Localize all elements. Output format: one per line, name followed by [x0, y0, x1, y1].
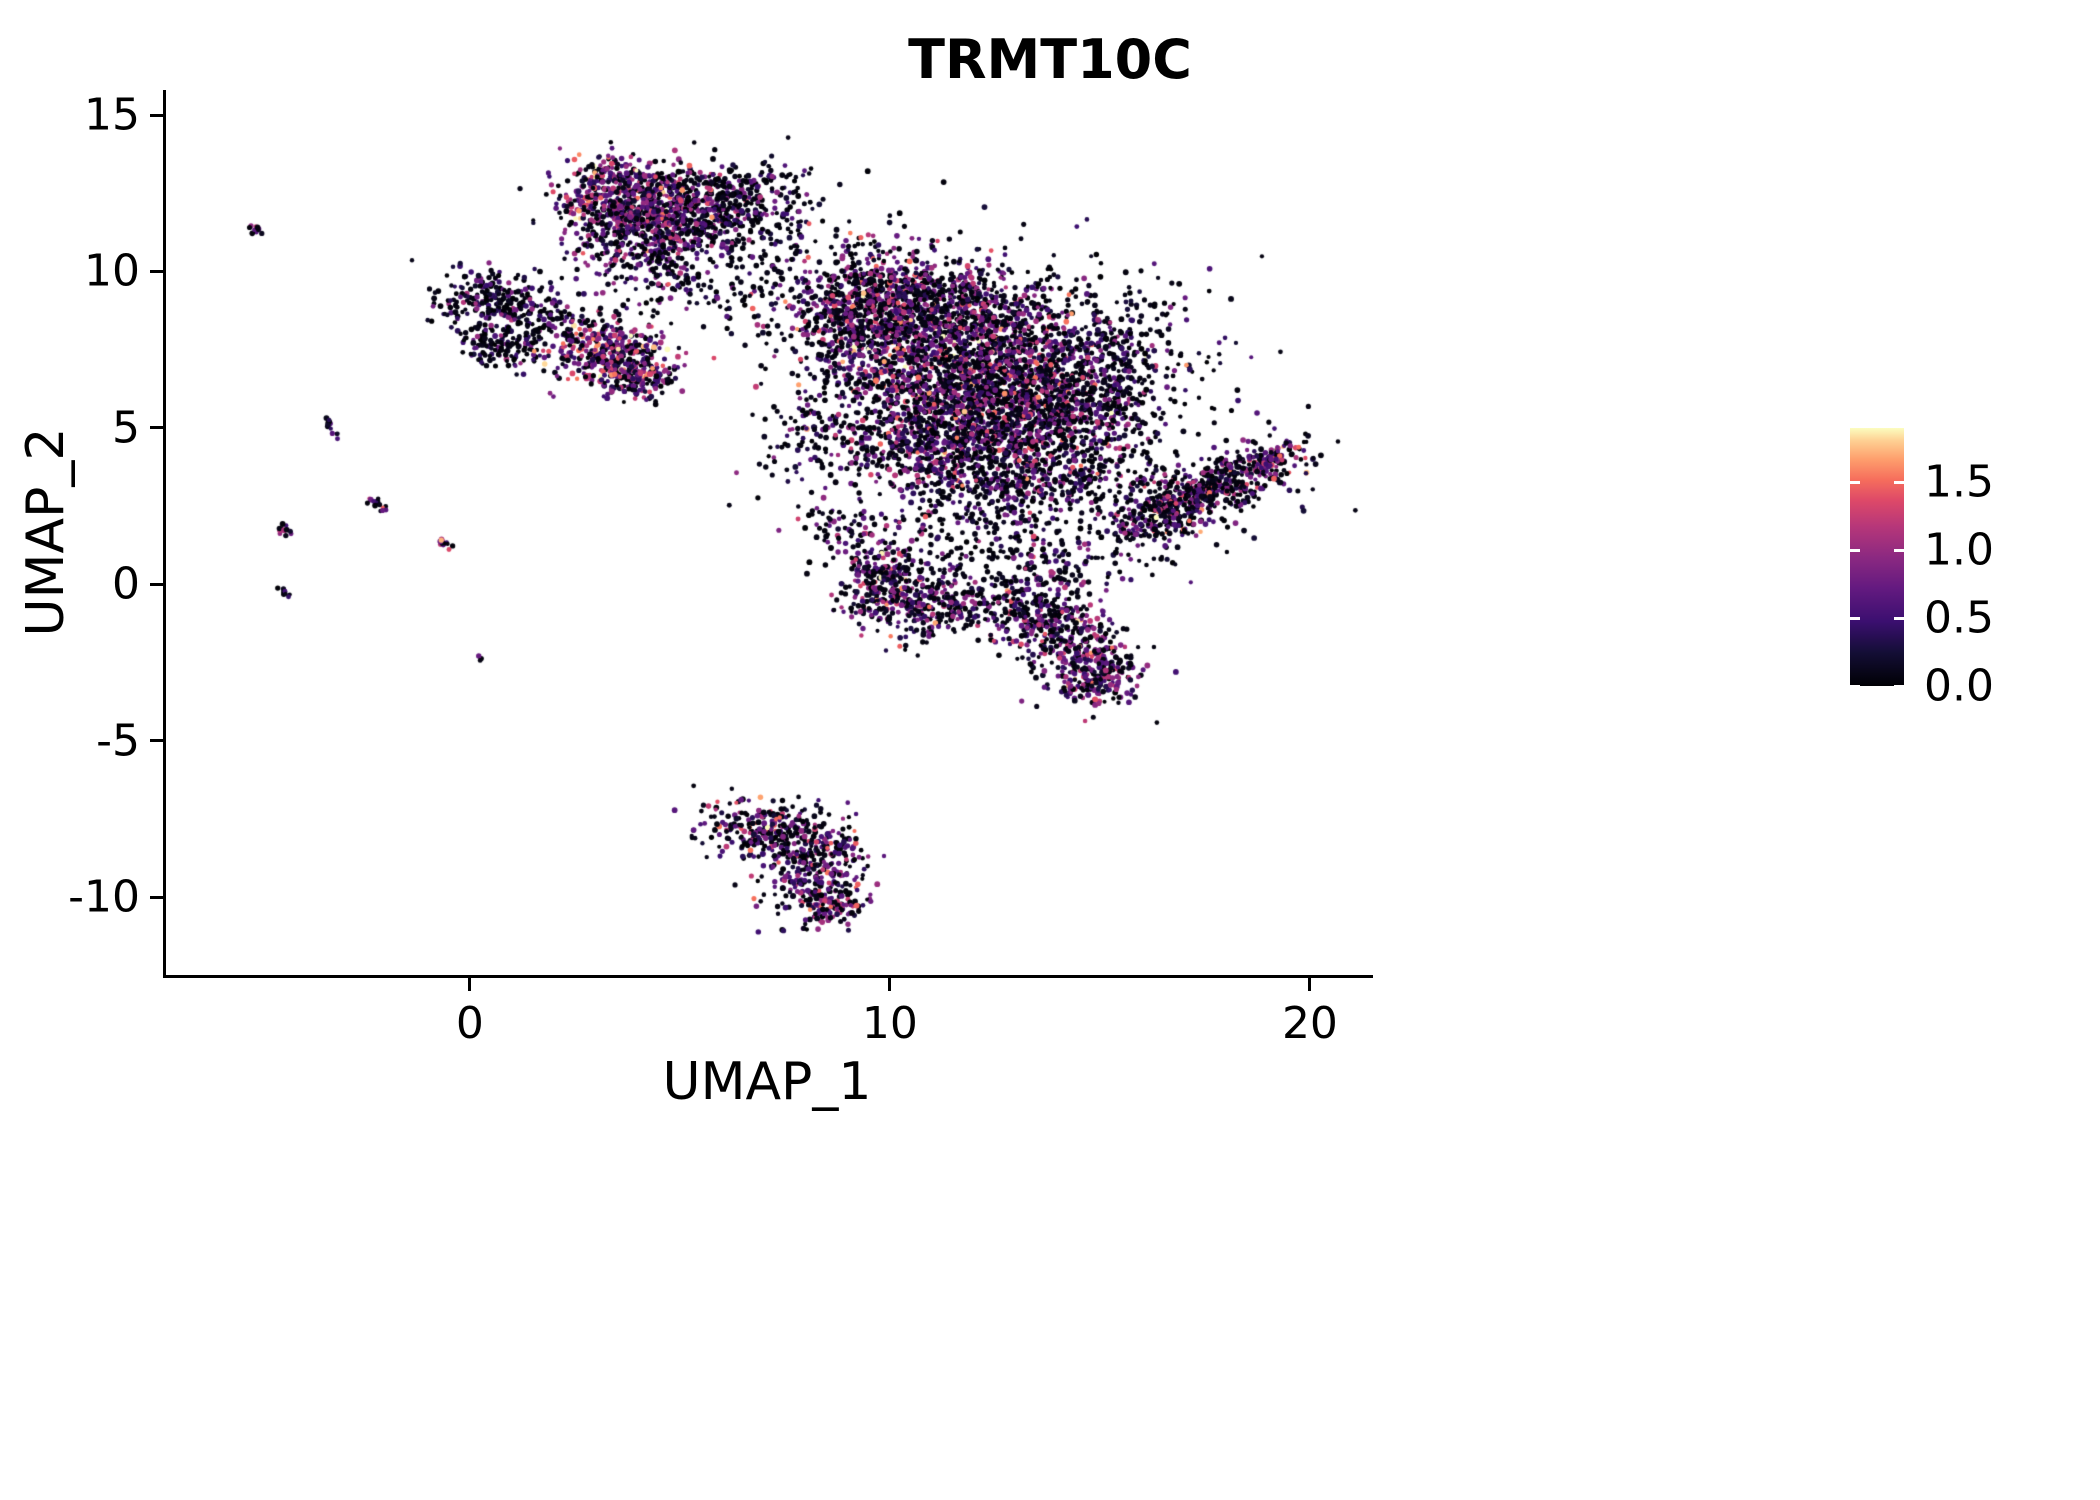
y-tick-label: 0 — [112, 558, 140, 610]
colorbar-tick-label: 0.0 — [1924, 660, 1994, 712]
y-tick-mark — [150, 895, 163, 899]
colorbar-tick-mark — [1850, 616, 1860, 620]
x-tick-mark — [1308, 978, 1312, 991]
x-tick-label: 10 — [861, 998, 918, 1049]
colorbar-tick-label: 1.5 — [1924, 456, 1994, 508]
y-tick-label: -10 — [68, 871, 140, 923]
x-tick-label: 20 — [1281, 998, 1338, 1049]
colorbar-tick-label: 0.5 — [1924, 592, 1994, 644]
y-tick-mark — [150, 113, 163, 117]
y-axis-label: UMAP_2 — [16, 427, 76, 637]
colorbar-tick-mark — [1850, 480, 1860, 484]
x-tick-mark — [888, 978, 892, 991]
colorbar-tick-mark — [1894, 480, 1904, 484]
colorbar-tick-mark — [1850, 684, 1860, 688]
y-tick-label: 5 — [112, 402, 140, 454]
x-tick-label: 0 — [455, 998, 484, 1049]
colorbar-tick-mark — [1894, 548, 1904, 552]
colorbar-tick-mark — [1894, 616, 1904, 620]
y-tick-mark — [150, 269, 163, 273]
y-axis-line — [163, 90, 166, 978]
y-tick-mark — [150, 582, 163, 586]
y-tick-label: 15 — [84, 89, 140, 141]
y-tick-mark — [150, 426, 163, 430]
plot-title: TRMT10C — [908, 28, 1192, 91]
y-tick-label: 10 — [84, 245, 140, 297]
colorbar-tick-mark — [1850, 548, 1860, 552]
x-tick-mark — [468, 978, 472, 991]
colorbar-gradient — [1850, 428, 1904, 686]
colorbar-tick-mark — [1894, 684, 1904, 688]
colorbar-tick-label: 1.0 — [1924, 524, 1994, 576]
x-axis-label: UMAP_1 — [662, 1052, 872, 1112]
x-axis-line — [163, 975, 1373, 978]
y-tick-mark — [150, 739, 163, 743]
y-tick-label: -5 — [96, 715, 140, 767]
